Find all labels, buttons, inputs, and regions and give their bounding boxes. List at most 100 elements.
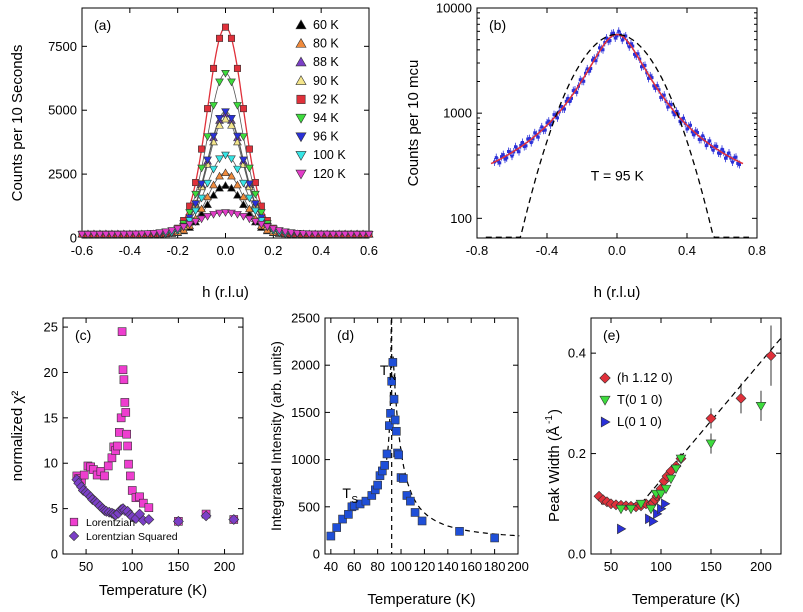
data-point (500, 155, 503, 159)
data-point (239, 213, 248, 221)
annotation-n: T (380, 362, 389, 378)
data-point (654, 86, 657, 90)
series-120k (77, 209, 374, 239)
data-point (245, 215, 254, 224)
data-point (121, 408, 131, 417)
legend-label: 120 K (313, 167, 346, 181)
data-point (239, 192, 248, 201)
data-point (209, 165, 218, 174)
data-point (385, 421, 394, 430)
data-point (332, 523, 341, 532)
legend-marker (599, 395, 611, 406)
data-point (610, 32, 614, 36)
x-tick-label: 0.0 (608, 243, 626, 258)
data-point (715, 144, 719, 148)
data-point (727, 151, 731, 155)
data-point (352, 230, 362, 239)
y-tick-label: 0 (70, 231, 77, 246)
x-tick-label: 120 (414, 559, 436, 574)
x-tick-label: -0.2 (166, 243, 188, 258)
series-lorentzian-squared (71, 474, 240, 527)
data-point (161, 228, 171, 237)
data-point (203, 200, 212, 208)
data-point (529, 141, 533, 145)
y-tick-label: 2500 (291, 311, 320, 326)
data-series (493, 27, 741, 169)
x-tick-label: 0.6 (360, 243, 378, 258)
data-point (705, 413, 717, 424)
data-point (549, 123, 552, 127)
data-point (137, 230, 147, 239)
data-point (233, 165, 242, 174)
x-tick-label: 160 (460, 559, 482, 574)
data-point (227, 209, 236, 218)
data-point (346, 230, 356, 239)
data-point (615, 504, 627, 515)
x-tick-label: -0.4 (119, 243, 141, 258)
data-point (699, 137, 703, 141)
data-point (239, 156, 248, 165)
data-point (120, 398, 130, 407)
data-series (326, 358, 499, 543)
data-point (215, 120, 224, 129)
data-point (209, 180, 218, 189)
data-point (389, 394, 399, 404)
legend-label: 80 K (313, 37, 339, 51)
data-point (197, 194, 206, 203)
data-point (216, 34, 224, 42)
data-point (708, 139, 712, 143)
data-point (326, 531, 336, 541)
data-point (203, 192, 212, 201)
series-1 (615, 390, 767, 515)
data-point (711, 148, 715, 152)
y-tick-label: 0 (51, 547, 58, 562)
data-point (100, 471, 109, 481)
data-point (659, 95, 663, 99)
plot-frame (476, 7, 758, 239)
series-lorentzian (72, 327, 239, 526)
data-point (633, 52, 636, 56)
y-axis-label-tail: ) (546, 409, 563, 414)
data-point (701, 134, 705, 138)
data-point (556, 116, 559, 120)
data-point (215, 114, 224, 123)
y-axis-label-superscript: -1 (544, 415, 555, 424)
x-tick-label: 80 (370, 559, 384, 574)
data-point (662, 93, 666, 97)
y-axis-label: Peak Width (Å (546, 426, 563, 522)
data-point (386, 409, 395, 418)
data-point (608, 39, 612, 43)
data-point (298, 230, 308, 239)
data-point (274, 227, 284, 235)
data-point (657, 88, 661, 92)
data-point (227, 171, 236, 180)
legend-marker (295, 75, 307, 85)
data-point (519, 144, 523, 148)
y-tick-label: 0.4 (568, 346, 586, 361)
data-point (589, 67, 593, 71)
y-tick-label: 7500 (48, 39, 77, 54)
data-point (89, 230, 99, 239)
legend-marker (68, 530, 80, 542)
plot-frame (62, 317, 244, 555)
y-tick-label: 2500 (48, 167, 77, 182)
data-point (204, 105, 212, 113)
data-point (673, 113, 677, 117)
x-tick-label: -0.8 (466, 243, 488, 258)
x-tick-label: 150 (168, 559, 190, 574)
data-point (125, 230, 135, 239)
data-point (666, 105, 670, 109)
x-tick-label: 200 (750, 559, 772, 574)
data-point (615, 34, 619, 38)
data-point (587, 69, 591, 73)
data-point (118, 365, 128, 375)
data-point (117, 327, 127, 336)
data-point (79, 470, 89, 480)
data-point (262, 223, 272, 232)
data-point (172, 515, 184, 527)
panel-label: (d) (337, 327, 354, 343)
data-point (123, 441, 132, 451)
data-point (559, 105, 563, 109)
data-point (340, 230, 350, 239)
data-point (755, 401, 767, 412)
